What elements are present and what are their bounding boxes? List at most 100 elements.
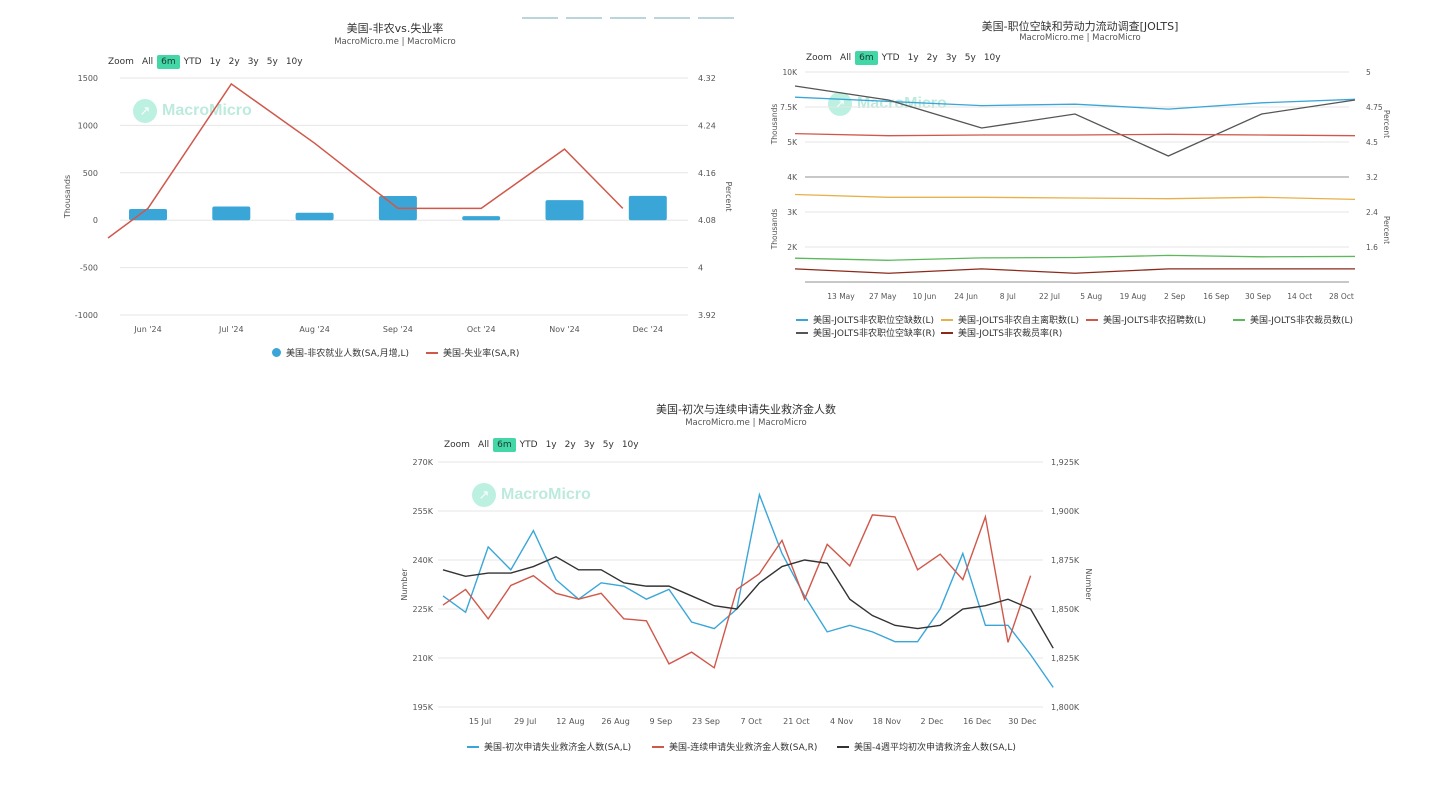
- top-tab-3[interactable]: [610, 17, 646, 19]
- zoom-button-10y[interactable]: 10y: [983, 53, 1001, 63]
- chart1-plot: 1500 1000 500 0 -500 -1000 4.32 4.24 4.16 4.08 4 3.…: [63, 74, 733, 334]
- chart1-zoom-bar: Zoom All 6m YTD 1y 2y 3y 5y 10y: [104, 55, 307, 69]
- line-unemployment[interactable]: [107, 82, 624, 239]
- claims-series-line[interactable]: [442, 555, 1054, 649]
- y-tick-label: 255K: [412, 507, 433, 516]
- chart2-legend-item[interactable]: 美国-JOLTS非农自主离职数(L): [941, 313, 1079, 326]
- zoom-button-3y[interactable]: 3y: [583, 440, 595, 450]
- y-axis-label: Thousands: [63, 175, 72, 219]
- zoom-button-2y[interactable]: 2y: [564, 440, 576, 450]
- zoom-button-6m[interactable]: 6m: [855, 51, 878, 65]
- chart1-legend-label: 美国-失业率(SA,R): [443, 349, 520, 359]
- zoom-button-ytd[interactable]: YTD: [183, 57, 202, 67]
- bar-nonfarm[interactable]: [129, 209, 167, 221]
- zoom-button-3y[interactable]: 3y: [247, 57, 259, 67]
- x-tick-label: 29 Jul: [514, 717, 536, 726]
- x-tick-label: 30 Dec: [1008, 717, 1036, 726]
- jolts-series-line[interactable]: [794, 132, 1356, 137]
- y2-axis-label-upper: Percent: [1382, 110, 1391, 138]
- bar-nonfarm[interactable]: [295, 212, 334, 221]
- claims-series-line[interactable]: [442, 492, 1054, 688]
- zoom-button-3y[interactable]: 3y: [945, 53, 957, 63]
- chart3-subtitle: MacroMicro.me | MacroMicro: [685, 418, 807, 428]
- watermark-text: MacroMicro: [501, 486, 591, 503]
- chart3-legend-item[interactable]: 美国-初次申请失业救济金人数(SA,L): [467, 740, 631, 753]
- chart1-legend-item-line[interactable]: 美国-失业率(SA,R): [426, 346, 519, 359]
- chart2-legend-item[interactable]: 美国-JOLTS非农裁员率(R): [941, 326, 1062, 339]
- chart2-legend-item[interactable]: 美国-JOLTS非农职位空缺数(L): [796, 313, 934, 326]
- zoom-button-ytd[interactable]: YTD: [881, 53, 900, 63]
- chart2-title: 美国-职位空缺和劳动力流动调查[JOLTS]: [981, 20, 1179, 33]
- chart1-legend: 美国-非农就业人数(SA,月增,L) 美国-失业率(SA,R): [272, 346, 622, 360]
- zoom-button-6m[interactable]: 6m: [493, 438, 516, 452]
- chart2-legend-label: 美国-JOLTS非农职位空缺数(L): [813, 316, 935, 326]
- chart2-legend-item[interactable]: 美国-JOLTS非农裁员数(L): [1233, 313, 1353, 326]
- chart2-legend-item[interactable]: 美国-JOLTS非农职位空缺率(R): [796, 326, 935, 339]
- zoom-button-2y[interactable]: 2y: [926, 53, 938, 63]
- watermark-text: MacroMicro: [162, 102, 252, 119]
- x-tick-label: 9 Sep: [649, 717, 672, 726]
- jolts-series-line[interactable]: [794, 193, 1356, 201]
- top-tab-4[interactable]: [654, 17, 690, 19]
- top-tab-1[interactable]: [522, 17, 558, 19]
- top-tab-2[interactable]: [566, 17, 602, 19]
- zoom-button-2y[interactable]: 2y: [228, 57, 240, 67]
- legend-line-icon: [652, 745, 664, 748]
- x-tick-label: 28 Oct: [1329, 292, 1354, 301]
- zoom-button-6m[interactable]: 6m: [157, 55, 180, 69]
- zoom-button-all[interactable]: All: [839, 53, 852, 63]
- jolts-series-line[interactable]: [794, 268, 1355, 274]
- zoom-button-all[interactable]: All: [141, 57, 154, 67]
- y-tick-label: 225K: [412, 605, 433, 614]
- x-tick-label: Nov '24: [549, 325, 580, 334]
- x-tick-label: 27 May: [869, 292, 897, 301]
- x-tick-label: 22 Jul: [1039, 292, 1060, 301]
- y2-tick-label: 4.75: [1366, 103, 1383, 112]
- zoom-button-5y[interactable]: 5y: [964, 53, 976, 63]
- chart3-legend-item[interactable]: 美国-连续申请失业救济金人数(SA,R): [652, 740, 817, 753]
- legend-line-icon: [1086, 318, 1098, 321]
- claims-series-line[interactable]: [442, 514, 1032, 669]
- jolts-series-line[interactable]: [794, 96, 1356, 110]
- top-tab-5[interactable]: [698, 17, 734, 19]
- y2-tick-label: 4.32: [698, 74, 716, 83]
- zoom-button-all[interactable]: All: [477, 440, 490, 450]
- jolts-series-line[interactable]: [794, 85, 1356, 157]
- chart2-legend-item[interactable]: 美国-JOLTS非农招聘数(L): [1086, 313, 1206, 326]
- chart1-legend-item-bar[interactable]: 美国-非农就业人数(SA,月增,L): [272, 346, 409, 359]
- chart2-legend-label: 美国-JOLTS非农裁员数(L): [1250, 316, 1354, 326]
- zoom-button-ytd[interactable]: YTD: [519, 440, 538, 450]
- top-tab-strip: [522, 17, 734, 19]
- x-tick-label: 23 Sep: [692, 717, 720, 726]
- chart3-legend-item[interactable]: 美国-4週平均初次申请救济金人数(SA,L): [837, 740, 1016, 753]
- y2-tick-label: 4.16: [698, 169, 716, 178]
- jolts-series-line[interactable]: [794, 254, 1356, 261]
- zoom-button-5y[interactable]: 5y: [602, 440, 614, 450]
- chart3-title: 美国-初次与连续申请失业救济金人数: [656, 403, 836, 416]
- y-tick-label: 5K: [787, 138, 798, 147]
- y-tick-label: 3K: [787, 208, 798, 217]
- y2-tick-label: 4: [698, 264, 703, 273]
- y2-axis-label: Percent: [724, 181, 733, 211]
- bar-nonfarm[interactable]: [628, 195, 667, 221]
- y2-tick-label: 4.5: [1366, 138, 1378, 147]
- zoom-button-1y[interactable]: 1y: [209, 57, 221, 67]
- bar-nonfarm[interactable]: [462, 216, 501, 221]
- zoom-button-1y[interactable]: 1y: [907, 53, 919, 63]
- zoom-button-10y[interactable]: 10y: [285, 57, 303, 67]
- y2-tick-label: 1,825K: [1051, 654, 1080, 663]
- zoom-button-1y[interactable]: 1y: [545, 440, 557, 450]
- y2-tick-label: 1,900K: [1051, 507, 1080, 516]
- chart2-subtitle: MacroMicro.me | MacroMicro: [1019, 33, 1141, 43]
- bar-nonfarm[interactable]: [212, 206, 251, 221]
- x-tick-label: 8 Jul: [1000, 292, 1016, 301]
- chart3-legend-label: 美国-连续申请失业救济金人数(SA,R): [669, 743, 818, 753]
- chart2-legend-label: 美国-JOLTS非农裁员率(R): [958, 329, 1063, 339]
- x-tick-label: 16 Sep: [1203, 292, 1229, 301]
- bar-nonfarm[interactable]: [545, 200, 584, 221]
- zoom-button-10y[interactable]: 10y: [621, 440, 639, 450]
- y-tick-label: 1500: [78, 74, 98, 83]
- legend-line-icon: [426, 351, 438, 354]
- y-axis-label: Number: [400, 568, 409, 601]
- zoom-button-5y[interactable]: 5y: [266, 57, 278, 67]
